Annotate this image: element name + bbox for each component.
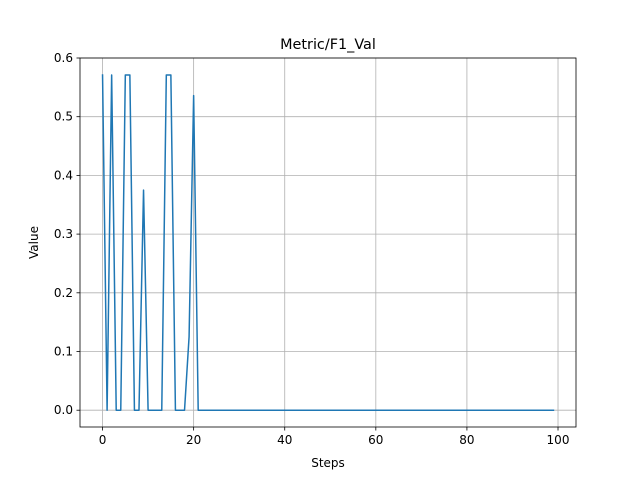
x-tick-label: 40 (277, 433, 292, 447)
ticks: 0 20 40 60 80 100 0.0 0.1 0.2 0.3 0.4 0.5 0.6 (54, 51, 570, 447)
x-axis-title: Steps (311, 456, 345, 470)
y-tick-label: 0.5 (54, 110, 73, 124)
y-tick-label: 0.3 (54, 227, 73, 241)
y-tick-label: 0.6 (54, 51, 73, 65)
y-tick-label: 0.4 (54, 168, 73, 182)
x-tick-label: 60 (368, 433, 383, 447)
x-tick-label: 20 (186, 433, 201, 447)
plot-frame (79, 57, 577, 428)
x-tick-label: 80 (459, 433, 474, 447)
y-tick-label: 0.0 (54, 403, 73, 417)
x-tick-label: 0 (99, 433, 107, 447)
chart-title: Metric/F1_Val (280, 37, 376, 53)
series-line (101, 74, 555, 411)
y-tick-label: 0.1 (54, 345, 73, 359)
series-layer (101, 74, 555, 411)
x-tick-label: 100 (547, 433, 570, 447)
y-axis-title: Value (27, 226, 41, 259)
y-tick-label: 0.2 (54, 286, 73, 300)
